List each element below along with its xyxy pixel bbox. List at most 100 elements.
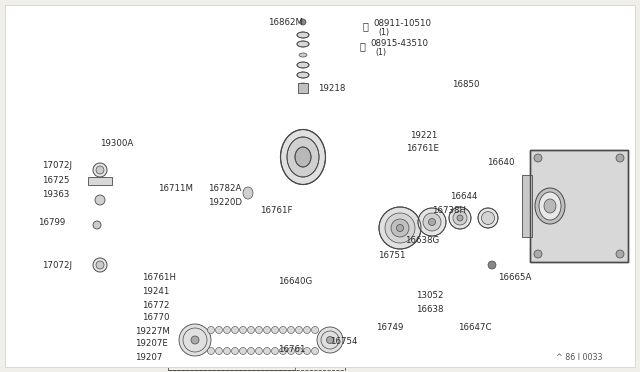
Ellipse shape bbox=[326, 337, 333, 343]
Text: 19363: 19363 bbox=[42, 189, 69, 199]
Text: 16862M: 16862M bbox=[268, 17, 303, 26]
Text: 16647C: 16647C bbox=[458, 324, 492, 333]
Text: 16711M: 16711M bbox=[158, 183, 193, 192]
Circle shape bbox=[534, 154, 542, 162]
Text: Ⓝ: Ⓝ bbox=[363, 21, 369, 31]
Ellipse shape bbox=[539, 192, 561, 220]
Ellipse shape bbox=[297, 32, 309, 38]
Bar bbox=[530, 150, 628, 262]
Ellipse shape bbox=[429, 218, 435, 225]
Text: 16850: 16850 bbox=[452, 80, 479, 89]
Ellipse shape bbox=[457, 215, 463, 221]
Text: 16640: 16640 bbox=[487, 157, 515, 167]
Text: 08911-10510: 08911-10510 bbox=[373, 19, 431, 28]
Circle shape bbox=[207, 347, 214, 355]
Text: 13052: 13052 bbox=[416, 292, 444, 301]
Ellipse shape bbox=[280, 129, 326, 185]
Text: 19227M: 19227M bbox=[135, 327, 170, 336]
Circle shape bbox=[255, 327, 262, 334]
Circle shape bbox=[296, 327, 303, 334]
Circle shape bbox=[96, 261, 104, 269]
Text: Ⓦ: Ⓦ bbox=[360, 41, 366, 51]
Circle shape bbox=[616, 250, 624, 258]
Circle shape bbox=[248, 327, 255, 334]
Text: 19218: 19218 bbox=[318, 83, 346, 93]
Text: 16638: 16638 bbox=[416, 305, 444, 314]
Ellipse shape bbox=[453, 211, 467, 225]
Circle shape bbox=[264, 347, 271, 355]
Circle shape bbox=[95, 195, 105, 205]
Text: 19220D: 19220D bbox=[208, 198, 242, 206]
Circle shape bbox=[616, 154, 624, 162]
Circle shape bbox=[248, 347, 255, 355]
Circle shape bbox=[300, 19, 306, 25]
Text: 16761F: 16761F bbox=[260, 205, 292, 215]
Text: 16738H: 16738H bbox=[432, 205, 466, 215]
Bar bbox=[298, 83, 308, 93]
Circle shape bbox=[287, 347, 294, 355]
Text: 16772: 16772 bbox=[142, 301, 170, 310]
Text: 16638G: 16638G bbox=[405, 235, 439, 244]
Ellipse shape bbox=[478, 208, 498, 228]
Text: 08915-43510: 08915-43510 bbox=[370, 38, 428, 48]
Ellipse shape bbox=[297, 72, 309, 78]
Text: 16749: 16749 bbox=[376, 324, 403, 333]
Ellipse shape bbox=[179, 324, 211, 356]
Circle shape bbox=[255, 347, 262, 355]
Circle shape bbox=[280, 347, 287, 355]
Ellipse shape bbox=[297, 62, 309, 68]
Text: 16725: 16725 bbox=[42, 176, 70, 185]
Circle shape bbox=[280, 327, 287, 334]
Ellipse shape bbox=[481, 212, 495, 224]
Circle shape bbox=[93, 258, 107, 272]
Ellipse shape bbox=[391, 219, 409, 237]
Circle shape bbox=[287, 327, 294, 334]
Ellipse shape bbox=[418, 208, 446, 236]
Circle shape bbox=[534, 250, 542, 258]
Text: 16640G: 16640G bbox=[278, 278, 312, 286]
Circle shape bbox=[239, 327, 246, 334]
Text: 16644: 16644 bbox=[450, 192, 477, 201]
Ellipse shape bbox=[449, 207, 471, 229]
Circle shape bbox=[264, 327, 271, 334]
Text: 19300A: 19300A bbox=[100, 138, 133, 148]
Text: 17072J: 17072J bbox=[42, 260, 72, 269]
Text: 16751: 16751 bbox=[378, 250, 406, 260]
Circle shape bbox=[303, 327, 310, 334]
Circle shape bbox=[271, 347, 278, 355]
Ellipse shape bbox=[287, 137, 319, 177]
Text: 16770: 16770 bbox=[142, 314, 170, 323]
Text: ^ 86 l 0033: ^ 86 l 0033 bbox=[556, 353, 602, 362]
Ellipse shape bbox=[191, 336, 199, 344]
Text: 19207E: 19207E bbox=[135, 340, 168, 349]
Text: 16782A: 16782A bbox=[208, 183, 241, 192]
Circle shape bbox=[488, 261, 496, 269]
Circle shape bbox=[232, 347, 239, 355]
Ellipse shape bbox=[544, 199, 556, 213]
Circle shape bbox=[223, 327, 230, 334]
Text: 19221: 19221 bbox=[410, 131, 437, 140]
Circle shape bbox=[207, 327, 214, 334]
Circle shape bbox=[216, 347, 223, 355]
Ellipse shape bbox=[295, 147, 311, 167]
Text: 16761H: 16761H bbox=[142, 273, 176, 282]
Text: 19207: 19207 bbox=[135, 353, 163, 362]
Circle shape bbox=[239, 347, 246, 355]
Ellipse shape bbox=[535, 188, 565, 224]
Circle shape bbox=[93, 221, 101, 229]
Circle shape bbox=[303, 347, 310, 355]
Circle shape bbox=[216, 327, 223, 334]
Text: 16799: 16799 bbox=[38, 218, 65, 227]
Ellipse shape bbox=[299, 83, 307, 87]
Ellipse shape bbox=[243, 187, 253, 199]
Text: (1): (1) bbox=[375, 48, 386, 57]
Circle shape bbox=[96, 166, 104, 174]
Text: 16761E: 16761E bbox=[406, 144, 439, 153]
Text: 16754: 16754 bbox=[330, 337, 358, 346]
Ellipse shape bbox=[379, 207, 421, 249]
Bar bbox=[88, 177, 112, 185]
Circle shape bbox=[312, 327, 319, 334]
Bar bbox=[522, 175, 532, 237]
Ellipse shape bbox=[297, 41, 309, 47]
Text: (1): (1) bbox=[378, 28, 389, 36]
